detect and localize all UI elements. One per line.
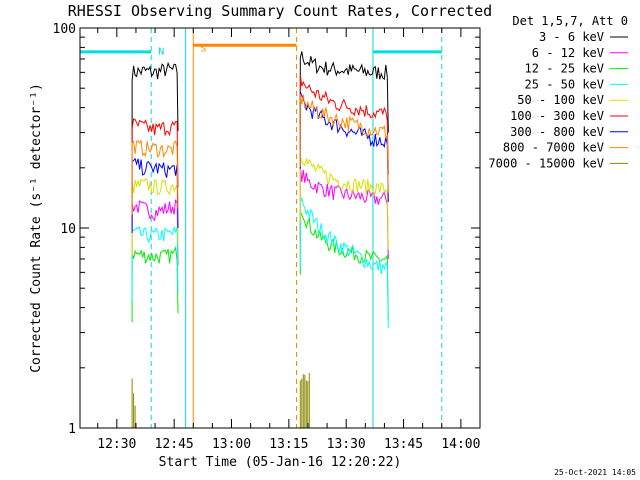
x-tick-label: 14:00 xyxy=(441,437,480,452)
series-line xyxy=(131,178,179,257)
x-tick-label: 13:15 xyxy=(269,437,308,452)
legend-label: 50 - 100 keV xyxy=(517,93,604,107)
y-axis-label: Corrected Count Rate (s⁻¹ detector⁻¹) xyxy=(29,83,44,373)
chart-title: RHESSI Observing Summary Count Rates, Co… xyxy=(68,2,492,20)
y-tick-label: 10 xyxy=(60,222,76,237)
series-line xyxy=(131,225,179,302)
series-line xyxy=(131,118,179,194)
x-tick-label: 13:30 xyxy=(327,437,366,452)
series-line xyxy=(299,51,389,133)
series-line xyxy=(131,199,179,275)
series-line xyxy=(299,165,389,260)
series-line xyxy=(131,378,136,428)
series-line xyxy=(299,75,389,175)
flag-label: N xyxy=(158,47,164,58)
x-tick-label: 12:45 xyxy=(155,437,194,452)
flag-label: S xyxy=(200,43,206,54)
legend-label: 7000 - 15000 keV xyxy=(488,156,604,170)
legend-label: 25 - 50 keV xyxy=(525,77,604,91)
series-line xyxy=(131,245,179,323)
timestamp: 25-Oct-2021 14:05 xyxy=(554,468,636,477)
series-line xyxy=(131,157,179,233)
legend-label: 3 - 6 keV xyxy=(539,30,604,44)
legend-label: 300 - 800 keV xyxy=(510,125,604,139)
legend-label: 6 - 12 keV xyxy=(532,46,604,60)
x-axis-label: Start Time (05-Jan-16 12:20:22) xyxy=(159,455,402,470)
series-line xyxy=(299,373,310,428)
series-line xyxy=(299,196,389,329)
x-tick-label: 13:45 xyxy=(384,437,423,452)
series-line xyxy=(131,139,179,215)
legend-title: Det 1,5,7, Att 0 xyxy=(512,14,628,28)
x-tick-label: 13:00 xyxy=(212,437,251,452)
plot-area: N S 1 10 100 12:30 12:45 13:00 13:15 13:30 13:45 14… xyxy=(53,22,481,452)
y-tick-label: 100 xyxy=(53,22,76,37)
series-line xyxy=(299,93,389,193)
legend-label: 800 - 7000 keV xyxy=(503,141,604,155)
series-line xyxy=(131,61,179,142)
legend-label: 100 - 300 keV xyxy=(510,109,604,123)
x-tick-label: 12:30 xyxy=(97,437,136,452)
series-line xyxy=(299,210,389,320)
series-line xyxy=(299,156,389,251)
y-tick-label: 1 xyxy=(68,422,76,437)
legend-label: 12 - 25 keV xyxy=(525,62,604,76)
